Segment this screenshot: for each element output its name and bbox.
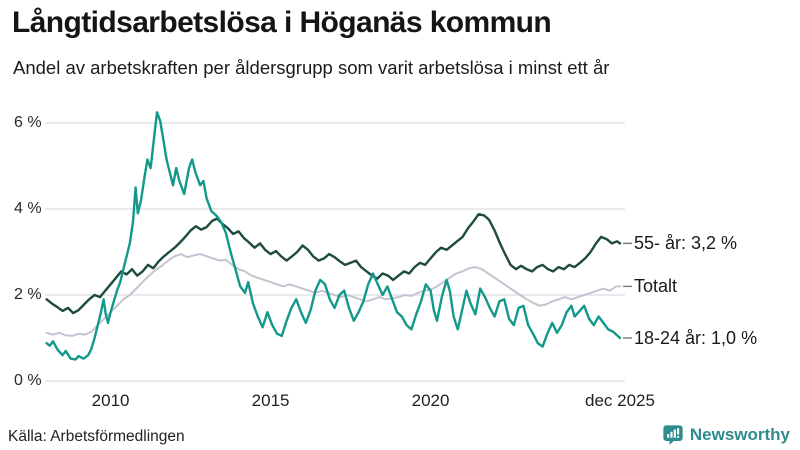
series-end-label: Totalt <box>634 276 678 297</box>
series-line-0 <box>45 253 621 337</box>
x-tick-label: 2010 <box>91 391 130 410</box>
x-tick-label: 2020 <box>411 391 450 410</box>
y-tick-label: 6 % <box>14 114 42 131</box>
y-tick-label: 2 % <box>14 286 42 303</box>
x-tick-label: dec 2025 <box>585 391 655 410</box>
chart-title: Långtidsarbetslösa i Höganäs kommun <box>12 6 552 39</box>
series-line-1 <box>45 212 622 315</box>
source-caption: Källa: Arbetsförmedlingen <box>8 428 185 445</box>
y-tick-label: 4 % <box>14 200 42 217</box>
newsworthy-wordmark: Newsworthy <box>689 425 790 444</box>
series-end-label: 55- år: 3,2 % <box>634 233 738 254</box>
series-end-label: 18-24 år: 1,0 % <box>634 328 758 348</box>
x-tick-label: 2015 <box>251 391 290 410</box>
newsworthy-logo[interactable]: Newsworthy <box>662 424 790 446</box>
series-line-2 <box>45 111 622 361</box>
chart-subtitle: Andel av arbetskraften per åldersgrupp s… <box>13 57 610 78</box>
y-tick-label: 0 % <box>14 372 42 389</box>
newsworthy-chart-bubble-icon <box>663 425 683 445</box>
